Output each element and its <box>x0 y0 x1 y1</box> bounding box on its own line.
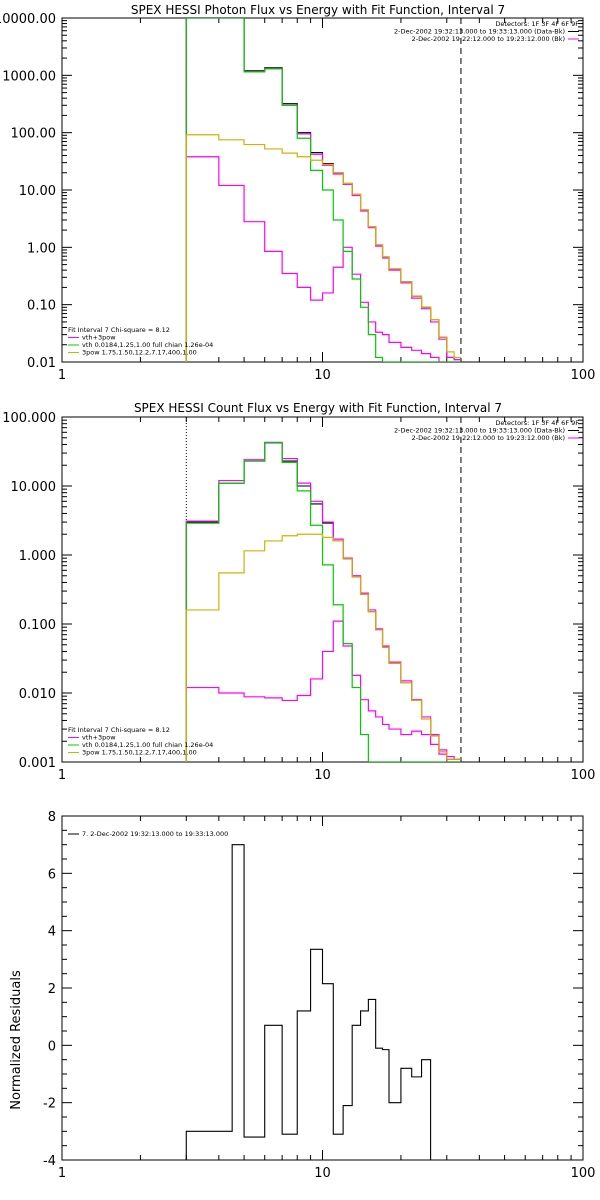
legend-item: 7. 2-Dec-2002 19:32:13.000 to 19:33:13.0… <box>82 830 228 838</box>
photon-flux-plot: 1 10 100 0.01 0.10 1.00 10.00 100.00 1000.00 1000… <box>0 12 595 383</box>
residuals-panel: Normalized Residuals 1 10 100 -4 -2 0 2 4 6 8 7. 2… <box>9 810 595 1181</box>
y-tick-label: -2 <box>43 1097 56 1112</box>
y-tick-label: 0.010 <box>19 687 56 702</box>
y-tick-label: 10.000 <box>11 480 57 495</box>
y-tick-label: 100.00 <box>11 127 57 142</box>
y-tick-label: 2 <box>48 982 56 997</box>
y-tick-label: 0.10 <box>27 299 56 314</box>
plot-frame <box>61 416 584 763</box>
y-tick-label: 4 <box>48 925 56 940</box>
y-tick-label: 10000.00 <box>0 12 56 27</box>
x-tick-label: 10 <box>314 768 331 783</box>
legend-item: vth+3pow <box>82 334 116 342</box>
residuals-plot: 1 10 100 -4 -2 0 2 4 6 8 7. 2-Dec-2002 19:32:13.00… <box>43 810 595 1181</box>
series-line-3pow <box>185 134 461 362</box>
info-text: 2-Dec-2002 19:22:12.000 to 19:23:12.000 … <box>412 35 565 43</box>
plot-area <box>185 844 461 1160</box>
series-line-bk <box>185 156 461 362</box>
plot-area <box>185 18 462 362</box>
legend-item: 3pow 1.75,1.50,12.2,7.17,400,1.00 <box>82 749 197 757</box>
x-tick-label: 1 <box>58 768 66 783</box>
info-text: 2-Dec-2002 19:22:12.000 to 19:23:12.000 … <box>412 434 565 442</box>
y-tick-label: -4 <box>43 1154 56 1169</box>
x-tick-label: 100 <box>571 1166 596 1181</box>
legend-header: Fit Interval 7 Chi-square = 8.12 <box>68 326 170 334</box>
y-tick-label: 6 <box>48 867 56 882</box>
y-tick-label: 0 <box>48 1039 56 1054</box>
x-tick-label: 100 <box>571 368 596 383</box>
y-tick-label: 100.000 <box>2 411 56 426</box>
y-tick-label: 8 <box>48 810 56 825</box>
count-flux-plot: 1 10 100 0.001 0.010 0.100 1.000 10.000 100.000 D… <box>2 411 595 783</box>
x-tick-label: 1 <box>58 368 66 383</box>
plot-frame <box>61 815 584 1161</box>
series-line-data-bk <box>185 442 461 762</box>
photon-flux-panel: SPEX HESSI Photon Flux vs Energy with Fi… <box>0 3 595 383</box>
x-tick-label: 1 <box>58 1166 66 1181</box>
y-tick-label: 0.001 <box>19 756 56 771</box>
series-line-bk <box>185 620 461 762</box>
series-line-vth-3pow <box>185 441 461 762</box>
info-text: Detectors: 1F 3F 4F 6F 9F <box>495 419 579 427</box>
y-tick-label: 0.100 <box>19 618 56 633</box>
y-tick-label: 1.00 <box>27 241 56 256</box>
info-text: Detectors: 1F 3F 4F 6F 9F <box>495 20 579 28</box>
plot-area <box>185 417 462 762</box>
info-text: 2-Dec-2002 19:32:13.000 to 19:33:13.000 … <box>394 427 565 435</box>
series-line-7-2-dec-2002-19-32-13-000-to-19-33-13-000 <box>185 844 461 1160</box>
residuals-y-axis-label: Normalized Residuals <box>9 970 24 1110</box>
count-flux-title: SPEX HESSI Count Flux vs Energy with Fit… <box>134 401 502 415</box>
legend-item: vth 0.0184,1.25,1.00 full chian 1.26e-04 <box>82 341 213 349</box>
y-tick-label: 1.000 <box>19 549 56 564</box>
x-tick-label: 100 <box>571 768 596 783</box>
x-tick-label: 10 <box>314 1166 331 1181</box>
series-line-3pow <box>185 533 461 762</box>
legend-item: 3pow 1.75,1.50,12.2,7.17,400,1.00 <box>82 349 197 357</box>
x-tick-label: 10 <box>314 368 331 383</box>
count-flux-panel: SPEX HESSI Count Flux vs Energy with Fit… <box>2 401 595 783</box>
legend-item: vth+3pow <box>82 734 116 742</box>
info-text: 2-Dec-2002 19:32:13.000 to 19:33:13.000 … <box>394 28 565 36</box>
series-line-vth <box>185 442 461 762</box>
y-tick-label: 0.01 <box>27 356 56 371</box>
legend-header: Fit Interval 7 Chi-square = 8.12 <box>68 726 170 734</box>
y-tick-label: 1000.00 <box>2 69 56 84</box>
series-line-vth <box>185 18 461 362</box>
legend-item: vth 0.0184,1.25,1.00 full chian 1.26e-04 <box>82 741 213 749</box>
y-tick-label: 10.00 <box>19 184 56 199</box>
photon-flux-title: SPEX HESSI Photon Flux vs Energy with Fi… <box>131 3 505 17</box>
